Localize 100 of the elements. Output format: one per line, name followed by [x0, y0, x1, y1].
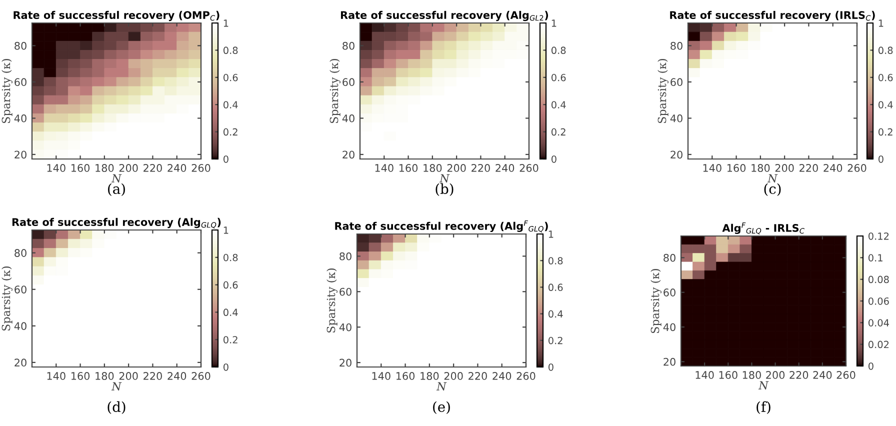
- chart-title: Rate of successful recovery (OMP$_{C}$): [14, 10, 220, 22]
- x-tick-label: 220: [144, 372, 162, 380]
- x-axis-title: N: [436, 382, 447, 391]
- color-bar-label: 0.12: [868, 232, 889, 240]
- x-tick-label: 140: [375, 164, 394, 172]
- y-tick-label: 80: [340, 252, 352, 260]
- color-bar-label: 0.6: [878, 74, 893, 82]
- y-axis-title: Sparsity (κ): [650, 268, 662, 333]
- x-tick-label: 240: [168, 372, 186, 380]
- y-tick-label: 20: [14, 150, 26, 159]
- chart-title: Rate of successful recovery (Alg$_{GL2}$): [340, 10, 548, 22]
- x-tick-label: 240: [168, 164, 186, 172]
- color-bar-label: 0: [868, 362, 874, 370]
- color-bar-label: 0.2: [224, 336, 238, 344]
- y-tick-label: 60: [14, 286, 26, 294]
- y-tick-label: 20: [664, 358, 676, 366]
- color-bar-label: 0.04: [868, 319, 889, 326]
- text: (a): [108, 183, 125, 196]
- color-bar-label: 0.6: [552, 74, 566, 82]
- color-bar-label: 1: [878, 20, 884, 27]
- x-tick-label: 140: [696, 371, 714, 379]
- color-bar-label: 0.2: [224, 128, 238, 136]
- x-tick-label: 180: [96, 372, 114, 380]
- y-tick-label: 40: [663, 323, 676, 332]
- color-bar-label: 0.4: [224, 308, 238, 316]
- color-bar-label: 0.6: [548, 284, 563, 292]
- y-tick-label: 60: [664, 288, 676, 296]
- x-axis-title: N: [767, 174, 778, 183]
- chart-title: Rate of successful recovery (Alg$^{F}$$_{GLQ}$): [335, 220, 548, 232]
- y-tick-label: 40: [342, 114, 354, 122]
- x-tick-label: 160: [399, 164, 418, 172]
- x-axis-title: N: [111, 382, 122, 391]
- y-tick-label: 80: [664, 254, 676, 262]
- y-tick-label: 40: [339, 323, 352, 332]
- x-tick-label: 200: [447, 164, 466, 172]
- x-tick-label: 180: [752, 164, 770, 172]
- x-tick-label: 160: [71, 164, 90, 172]
- y-tick-label: 20: [340, 358, 352, 367]
- x-tick-label: 160: [719, 371, 738, 379]
- x-tick-label: 220: [790, 371, 808, 379]
- color-bar-label: 0.4: [224, 101, 238, 108]
- chart-title: Rate of successful recovery (Alg$_{GLQ}$): [12, 218, 221, 228]
- y-tick-label: 60: [342, 78, 354, 86]
- color-bar-label: 0: [552, 155, 556, 163]
- x-tick-label: 260: [192, 164, 210, 172]
- x-tick-label: 140: [47, 372, 66, 380]
- x-tick-label: 240: [492, 372, 512, 380]
- y-tick-label: 40: [14, 322, 26, 330]
- x-tick-label: 200: [766, 371, 785, 379]
- color-bar-label: 0.8: [224, 254, 238, 262]
- x-tick-label: 260: [192, 372, 210, 380]
- y-tick-label: 60: [670, 78, 682, 86]
- color-bar-label: 0.8: [548, 257, 563, 264]
- x-tick-label: 240: [813, 371, 832, 379]
- y-tick-label: 80: [14, 42, 26, 50]
- x-tick-label: 140: [47, 164, 66, 172]
- y-axis-title: Sparsity (κ): [2, 266, 12, 330]
- x-tick-label: 200: [119, 164, 138, 172]
- color-bar-label: 0: [224, 363, 228, 371]
- color-bar-label: 0.08: [868, 276, 889, 284]
- color-bar-label: 0: [548, 363, 554, 371]
- color-bar-label: 0.1: [868, 254, 882, 262]
- color-bar-label: 0.8: [552, 46, 566, 54]
- color-bar-label: 0: [224, 155, 228, 163]
- text: (f): [756, 401, 770, 414]
- y-tick-label: 20: [14, 358, 26, 367]
- color-bar-label: 1: [548, 230, 554, 238]
- y-tick-label: 20: [670, 150, 682, 159]
- color-bar-label: 0.6: [224, 74, 238, 82]
- x-tick-label: 160: [396, 372, 415, 380]
- x-tick-label: 220: [468, 372, 487, 380]
- x-tick-label: 140: [372, 372, 390, 380]
- y-axis-title: Sparsity (κ): [326, 268, 338, 332]
- x-tick-label: 180: [96, 164, 114, 172]
- color-bar-label: 1: [224, 20, 228, 27]
- color-bar-label: 1: [552, 20, 556, 27]
- x-axis-title: N: [758, 381, 769, 390]
- y-tick-label: 60: [340, 288, 352, 296]
- color-bar-label: 0: [878, 155, 884, 163]
- x-tick-label: 220: [144, 164, 162, 172]
- y-tick-label: 40: [670, 114, 682, 122]
- color-bar-label: 0.4: [878, 101, 893, 108]
- y-tick-label: 40: [14, 114, 26, 122]
- color-bar-label: 0.6: [224, 281, 238, 289]
- chart-title: Rate of successful recovery (IRLS$_{C}$): [670, 10, 875, 22]
- y-tick-label: 80: [14, 249, 26, 257]
- text: (c): [764, 183, 781, 196]
- x-axis-title: N: [111, 174, 122, 183]
- y-axis-title: Sparsity (κ): [658, 58, 668, 123]
- color-bar-label: 0.06: [868, 297, 889, 305]
- text: (e): [433, 401, 450, 414]
- color-bar-label: 0.2: [878, 128, 892, 136]
- color-bar-label: 1: [224, 226, 228, 234]
- x-tick-label: 160: [71, 372, 90, 380]
- chart-title: Alg$^{F}$$_{GLQ}$ - IRLS$_{C}$: [722, 222, 804, 234]
- x-tick-label: 180: [420, 372, 439, 380]
- x-tick-label: 220: [472, 164, 490, 172]
- x-tick-label: 260: [516, 372, 536, 380]
- x-tick-label: 200: [444, 372, 463, 380]
- x-tick-label: 260: [836, 371, 856, 379]
